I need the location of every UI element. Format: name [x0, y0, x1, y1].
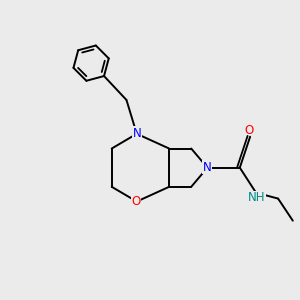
- Text: N: N: [132, 127, 141, 140]
- Text: NH: NH: [248, 191, 265, 205]
- Text: O: O: [244, 124, 253, 137]
- Text: O: O: [131, 195, 141, 208]
- Text: N: N: [203, 160, 212, 174]
